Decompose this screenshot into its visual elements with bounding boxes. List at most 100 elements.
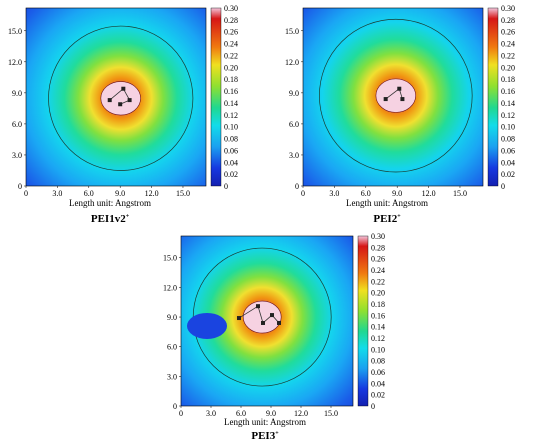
boundary-contour [48,25,194,171]
colorbar-tick-label: 0.26 [224,28,238,37]
x-tick-label: 6.0 [84,189,94,198]
x-axis-label: Length unit: Angstrom [346,198,428,208]
colorbar-tick-label: 0.28 [501,16,515,25]
panel-title-charge: + [275,430,279,437]
colorbar [357,235,369,407]
atom-marker [107,98,112,103]
atom-marker [270,313,274,318]
colorbar-tick-label: 0.28 [224,16,238,25]
boundary-contour [319,18,473,173]
x-tick-label: 0 [179,409,183,418]
y-tick-label: 6.0 [167,343,177,352]
panel-title: PEI2+ [297,213,477,225]
x-axis-label: Length unit: Angstrom [69,198,151,208]
x-tick-label: 0 [24,189,28,198]
colorbar-tick-label: 0.02 [501,170,515,179]
panel-pei1v2: 0 3.0 6.0 9.0 12.0 15.0 0 3.0 6.0 9.0 12.0 15.0 0.30… [0,0,270,225]
colorbar-tick-label: 0.28 [371,243,385,252]
x-tick-label: 3.0 [206,409,216,418]
y-tick-label: 3.0 [289,151,299,160]
colorbar-tick-label: 0.10 [224,123,238,132]
colorbar-tick-label: 0.24 [371,266,385,275]
colorbar-tick-label: 0.08 [224,135,238,144]
y-tick-label: 9.0 [167,313,177,322]
colorbar-tick-label: 0.22 [224,51,238,60]
atom-marker [383,97,388,102]
y-tick-label: 12.0 [285,58,299,67]
colorbar-tick-label: 0.12 [501,111,515,120]
x-tick-label: 12.0 [294,409,308,418]
colorbar-tick-label: 0 [371,402,375,411]
y-tick-label: 3.0 [12,151,22,160]
colorbar-tick-label: 0.18 [501,75,515,84]
atom-marker [397,86,402,91]
bond-line [385,88,400,100]
x-tick-label: 6.0 [236,409,246,418]
panel-title-charge: + [397,213,401,220]
colorbar-tick-label: 0.16 [224,87,238,96]
x-tick-label: 9.0 [266,409,276,418]
plot-frame [25,7,207,187]
heatmap-pei1v2: 0 3.0 6.0 9.0 12.0 15.0 0 3.0 6.0 9.0 12.0 15.0 0.30… [8,4,238,198]
bond-line [109,88,124,101]
y-tick-label: 0 [173,402,177,411]
y-tick-label: 0 [18,182,22,191]
bond-line [257,306,264,324]
x-tick-label: 0 [301,189,305,198]
colorbar-tick-label: 0.02 [371,391,385,400]
colorbar-tick-label: 0.20 [371,289,385,298]
colorbar-tick-label: 0.26 [501,28,515,37]
colorbar-tick-label: 0.14 [501,99,515,108]
colorbar-tick-label: 0.04 [371,379,385,388]
panel-title: PEI1v2+ [20,213,200,225]
colorbar-tick-label: 0.12 [224,111,238,120]
colorbar-tick-label: 0.26 [371,255,385,264]
panel-title-text: PEI3 [251,430,276,442]
y-tick-label: 6.0 [289,120,299,129]
colorbar-tick-label: 0.14 [224,99,238,108]
atom-marker [118,102,123,107]
y-tick-label: 0 [295,182,299,191]
x-tick-label: 15.0 [453,189,467,198]
plot-frame [302,7,484,187]
x-tick-label: 9.0 [115,189,125,198]
colorbar-tick-label: 0 [224,182,228,191]
colorbar-tick-label: 0.06 [371,368,385,377]
heatmap-pei3: 0 3.0 6.0 9.0 12.0 15.0 0 3.0 6.0 9.0 12.0 15.0 0.30… [163,232,385,418]
colorbar-tick-label: 0.12 [371,334,385,343]
colorbar [487,7,499,187]
panel-title-charge: + [125,213,130,220]
colorbar [210,7,222,187]
colorbar-tick-label: 0.10 [371,345,385,354]
colorbar-tick-label: 0.08 [371,357,385,366]
y-tick-label: 3.0 [167,372,177,381]
contour-notch [187,312,227,339]
y-tick-label: 12.0 [8,58,22,67]
y-tick-label: 9.0 [289,89,299,98]
colorbar-tick-label: 0.08 [501,135,515,144]
colorbar-tick-label: 0.20 [501,63,515,72]
atom-marker [127,98,132,103]
colorbar-tick-label: 0.14 [371,323,385,332]
y-tick-label: 15.0 [163,254,177,263]
colorbar-tick-label: 0.24 [501,40,515,49]
molecule-contour [242,300,282,334]
y-tick-label: 6.0 [12,120,22,129]
colorbar-tick-label: 0.16 [501,87,515,96]
molecule-contour [375,78,416,113]
y-tick-label: 15.0 [8,27,22,36]
colorbar-tick-label: 0.20 [224,63,238,72]
plot-frame [180,235,354,407]
colorbar-tick-label: 0.16 [371,311,385,320]
colorbar-tick-label: 0.06 [224,146,238,155]
colorbar-tick-label: 0.22 [501,51,515,60]
colorbar-tick-label: 0.30 [224,4,238,13]
atom-marker [277,320,281,325]
colorbar-tick-label: 0.24 [224,40,238,49]
panel-title-text: PEI2 [373,213,398,225]
atom-marker [261,320,265,325]
y-tick-label: 15.0 [285,27,299,36]
colorbar-tick-label: 0.04 [501,158,515,167]
x-axis-label: Length unit: Angstrom [224,417,306,427]
molecule-contour [100,81,141,116]
